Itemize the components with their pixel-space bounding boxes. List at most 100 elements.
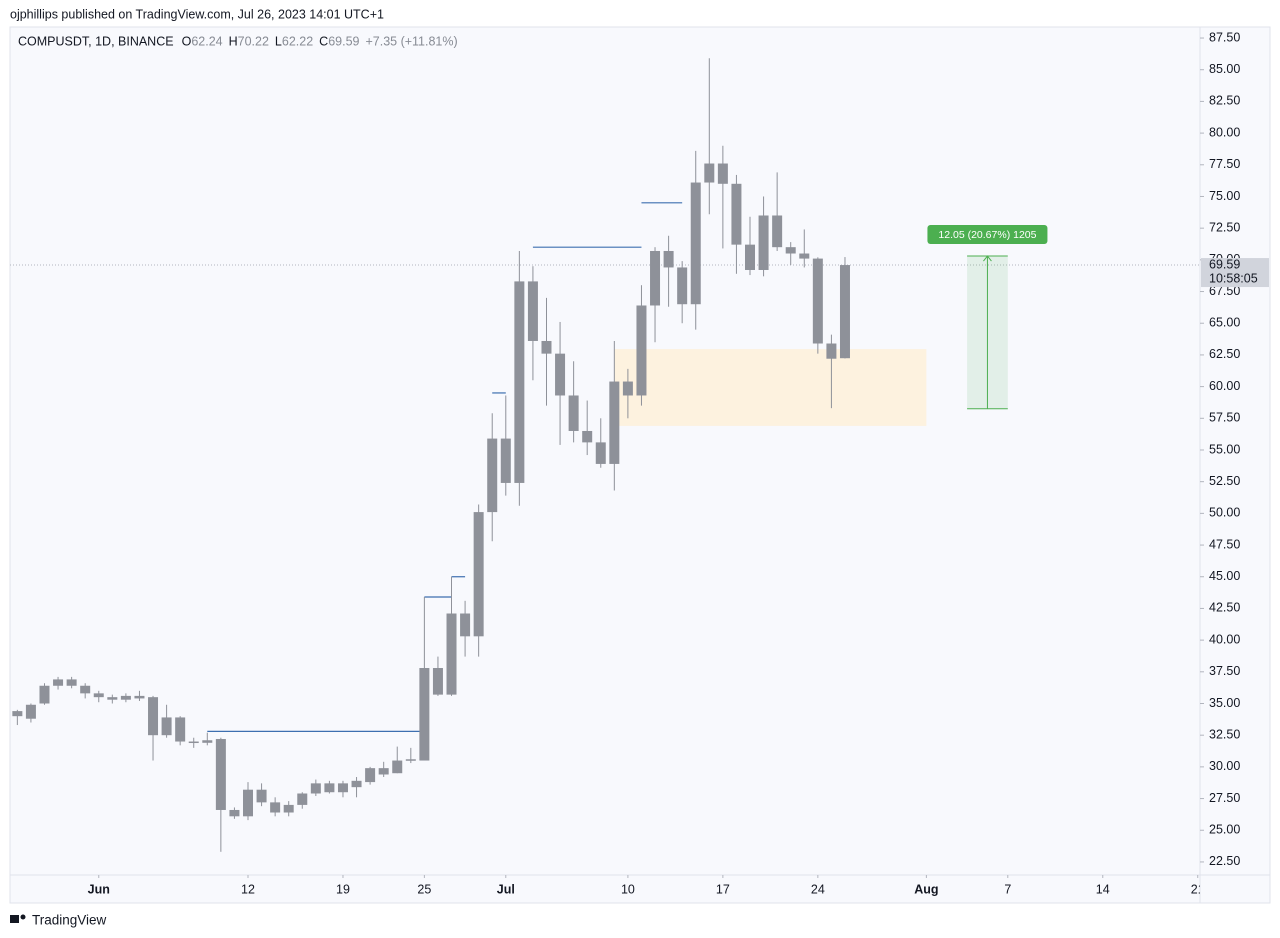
candle-body: [93, 693, 104, 698]
candle-body: [432, 668, 443, 695]
logo-mark: [10, 915, 19, 923]
y-tick-label: 80.00: [1209, 125, 1240, 139]
candle-body: [53, 679, 64, 686]
candle-body: [500, 438, 511, 483]
candle-body: [256, 789, 267, 803]
zone: [614, 349, 927, 426]
footer-logo: TradingView: [10, 913, 107, 928]
y-tick-label: 55.00: [1209, 442, 1240, 456]
x-tick-label: 21: [1191, 882, 1205, 896]
candle-body: [175, 717, 186, 742]
candle-body: [582, 430, 593, 443]
time-axis: Jun 12 19 25 Jul 10 17 24 Aug 7 14 21: [88, 875, 1205, 896]
candle-body: [120, 695, 131, 700]
y-tick-label: 60.00: [1209, 379, 1240, 393]
candle-body: [568, 395, 579, 431]
candle-body: [297, 793, 308, 805]
candle-body: [365, 768, 376, 783]
candle-body: [772, 215, 783, 248]
candle-body: [460, 613, 471, 637]
candle-body: [310, 783, 321, 794]
candle-body: [148, 697, 159, 736]
candle-body: [188, 741, 199, 744]
y-tick-label: 40.00: [1209, 632, 1240, 646]
candle-body: [717, 163, 728, 184]
x-tick-label: Aug: [914, 882, 938, 896]
candle-body: [229, 809, 240, 817]
y-tick-label: 35.00: [1209, 696, 1240, 710]
y-tick-label: 50.00: [1209, 506, 1240, 520]
candle-body: [419, 668, 430, 761]
y-tick-label: 85.00: [1209, 62, 1240, 76]
candle-body: [636, 305, 647, 396]
legend-key: L: [275, 34, 282, 48]
measure-arrowhead: [983, 255, 992, 262]
y-tick-label: 67.50: [1209, 284, 1240, 298]
y-tick-label: 47.50: [1209, 537, 1240, 551]
y-tick-label: 52.50: [1209, 474, 1240, 488]
candle-body: [677, 267, 688, 305]
candle-body: [555, 353, 566, 396]
x-tick-label: 17: [716, 882, 730, 896]
candle-body: [758, 215, 769, 270]
y-tick-label: 72.50: [1209, 220, 1240, 234]
candle-body: [839, 265, 850, 359]
candle-body: [595, 442, 606, 464]
x-tick-label: 10: [621, 882, 635, 896]
candle-body: [107, 697, 118, 700]
legend-value: 69.59: [328, 34, 359, 48]
x-tick-label: 24: [811, 882, 825, 896]
legend-value: 70.22: [238, 34, 269, 48]
candle-body: [66, 679, 77, 686]
x-tick-label: 25: [417, 882, 431, 896]
candle-body: [378, 768, 389, 775]
legend-key: C: [319, 34, 328, 48]
x-tick-label: 12: [241, 882, 255, 896]
candle-body: [324, 783, 335, 793]
candle-body: [812, 258, 823, 344]
last-price-bg: [1201, 258, 1269, 288]
candle-body: [541, 340, 552, 354]
candle-body: [337, 783, 348, 793]
candle-body: [80, 685, 91, 694]
candle-body: [215, 738, 226, 810]
legend-value: 62.24: [191, 34, 222, 48]
candle-body: [514, 281, 525, 483]
x-tick-label: 7: [1004, 882, 1011, 896]
y-tick-label: 37.50: [1209, 664, 1240, 678]
legend-symbol: COMPUSDT, 1D, BINANCE: [18, 34, 174, 48]
candle-body: [663, 250, 674, 268]
candle-body: [745, 244, 756, 270]
y-tick-label: 77.50: [1209, 157, 1240, 171]
y-tick-label: 82.50: [1209, 94, 1240, 108]
x-tick-label: Jun: [88, 882, 110, 896]
legend-change: +7.35 (+11.81%): [365, 34, 457, 48]
candle-body: [12, 711, 23, 717]
y-tick-label: 75.00: [1209, 189, 1240, 203]
candle-body: [785, 247, 796, 254]
candle-body: [826, 343, 837, 359]
legend-key: H: [229, 34, 238, 48]
footer: TradingView: [32, 913, 107, 928]
y-tick-label: 27.50: [1209, 791, 1240, 805]
y-tick-label: 45.00: [1209, 569, 1240, 583]
candle-body: [527, 281, 538, 341]
y-tick-label: 42.50: [1209, 601, 1240, 615]
y-tick-label: 87.50: [1209, 30, 1240, 44]
y-tick-label: 25.00: [1209, 823, 1240, 837]
candle-body: [609, 381, 620, 464]
y-tick-label: 22.50: [1209, 854, 1240, 868]
legend-key: O: [182, 34, 192, 48]
candle-body: [473, 512, 484, 637]
header: ojphillips published on TradingView.com,…: [10, 7, 384, 21]
candle-body: [243, 789, 253, 817]
x-tick-label: Jul: [497, 882, 515, 896]
candle-body: [270, 802, 281, 813]
candle-body: [161, 717, 172, 736]
countdown: 10:58:05: [1209, 271, 1258, 285]
candle-body: [283, 804, 294, 813]
y-tick-label: 30.00: [1209, 759, 1240, 773]
candle-body: [650, 250, 661, 306]
logo-mark: [20, 914, 26, 920]
candle-body: [405, 759, 416, 761]
